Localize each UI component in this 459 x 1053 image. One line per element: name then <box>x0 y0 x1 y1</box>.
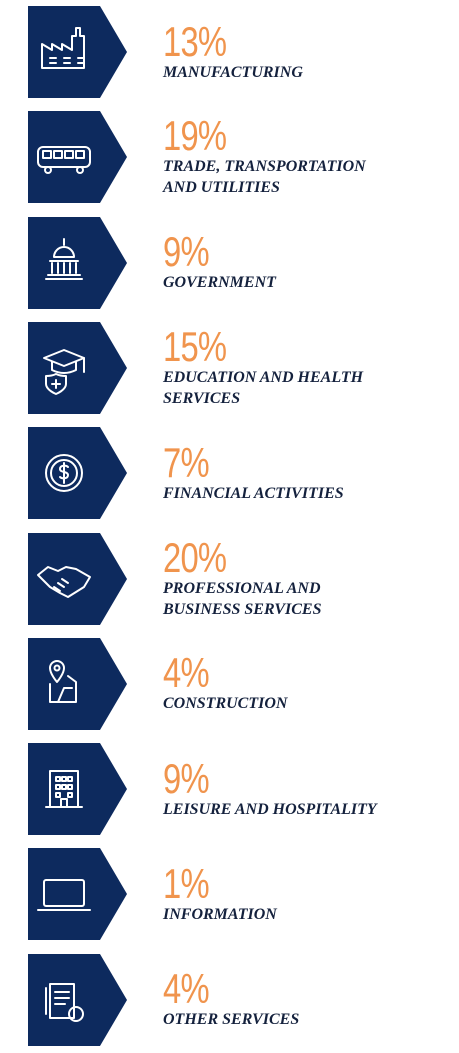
industry-label: MANUFACTURING <box>163 63 303 81</box>
industry-text: 13% MANUFACTURING <box>163 6 459 98</box>
industry-label: LEISURE AND HOSPITALITY <box>163 800 377 818</box>
industry-label: INFORMATION <box>163 905 277 923</box>
icon-chevron <box>28 321 127 414</box>
industry-label: GOVERNMENT <box>163 274 276 292</box>
industry-row: 1% INFORMATION <box>0 848 459 941</box>
percent: 4% <box>163 649 210 697</box>
percent: 20% <box>163 533 227 581</box>
industry-row: 15% EDUCATION AND HEALTH SERVICES <box>0 321 459 414</box>
percent: 13% <box>163 17 227 65</box>
industry-label: AND UTILITIES <box>163 179 280 197</box>
percent: 4% <box>163 965 210 1013</box>
industry-label: FINANCIAL ACTIVITIES <box>163 484 344 502</box>
industry-label: EDUCATION AND HEALTH <box>163 368 364 386</box>
industry-label: BUSINESS SERVICES <box>163 600 322 618</box>
industry-label: TRADE, TRANSPORTATION <box>163 158 366 176</box>
industry-row: 9% GOVERNMENT <box>0 216 459 309</box>
icon-chevron <box>28 6 127 98</box>
percent: 7% <box>163 438 210 486</box>
industry-row: 9% LEISURE AND HOSPITALITY <box>0 743 459 836</box>
industry-row: 4% CONSTRUCTION <box>0 637 459 730</box>
industry-text: 4% OTHER SERVICES <box>163 954 459 1046</box>
icon-chevron <box>28 848 127 941</box>
percent: 15% <box>163 322 227 370</box>
icon-chevron <box>28 532 127 625</box>
industry-text: 9% LEISURE AND HOSPITALITY <box>163 743 459 835</box>
icon-chevron <box>28 427 127 520</box>
industry-row: 13% MANUFACTURING <box>0 6 459 98</box>
icon-chevron <box>28 953 127 1046</box>
percent: 9% <box>163 228 210 276</box>
industry-row: 19% TRADE, TRANSPORTATION AND UTILITIES <box>0 111 459 204</box>
icon-chevron <box>28 743 127 836</box>
industry-text: 19% TRADE, TRANSPORTATION AND UTILITIES <box>163 111 459 203</box>
industry-text: 4% CONSTRUCTION <box>163 638 459 730</box>
icon-chevron <box>28 111 127 204</box>
industry-text: 15% EDUCATION AND HEALTH SERVICES <box>163 322 459 414</box>
percent: 9% <box>163 754 210 802</box>
industry-label: CONSTRUCTION <box>163 695 288 713</box>
industry-row: 7% FINANCIAL ACTIVITIES <box>0 427 459 520</box>
industry-text: 9% GOVERNMENT <box>163 217 459 309</box>
industry-row: 20% PROFESSIONAL AND BUSINESS SERVICES <box>0 532 459 625</box>
industry-text: 1% INFORMATION <box>163 848 459 940</box>
industry-row: 4% OTHER SERVICES <box>0 953 459 1046</box>
percent: 1% <box>163 859 210 907</box>
industry-label: OTHER SERVICES <box>163 1011 300 1029</box>
industry-label: PROFESSIONAL AND <box>163 579 321 597</box>
industry-text: 20% PROFESSIONAL AND BUSINESS SERVICES <box>163 533 459 625</box>
industry-text: 7% FINANCIAL ACTIVITIES <box>163 427 459 519</box>
industry-label: SERVICES <box>163 389 241 407</box>
icon-chevron <box>28 637 127 730</box>
percent: 19% <box>163 112 227 160</box>
icon-chevron <box>28 216 127 309</box>
